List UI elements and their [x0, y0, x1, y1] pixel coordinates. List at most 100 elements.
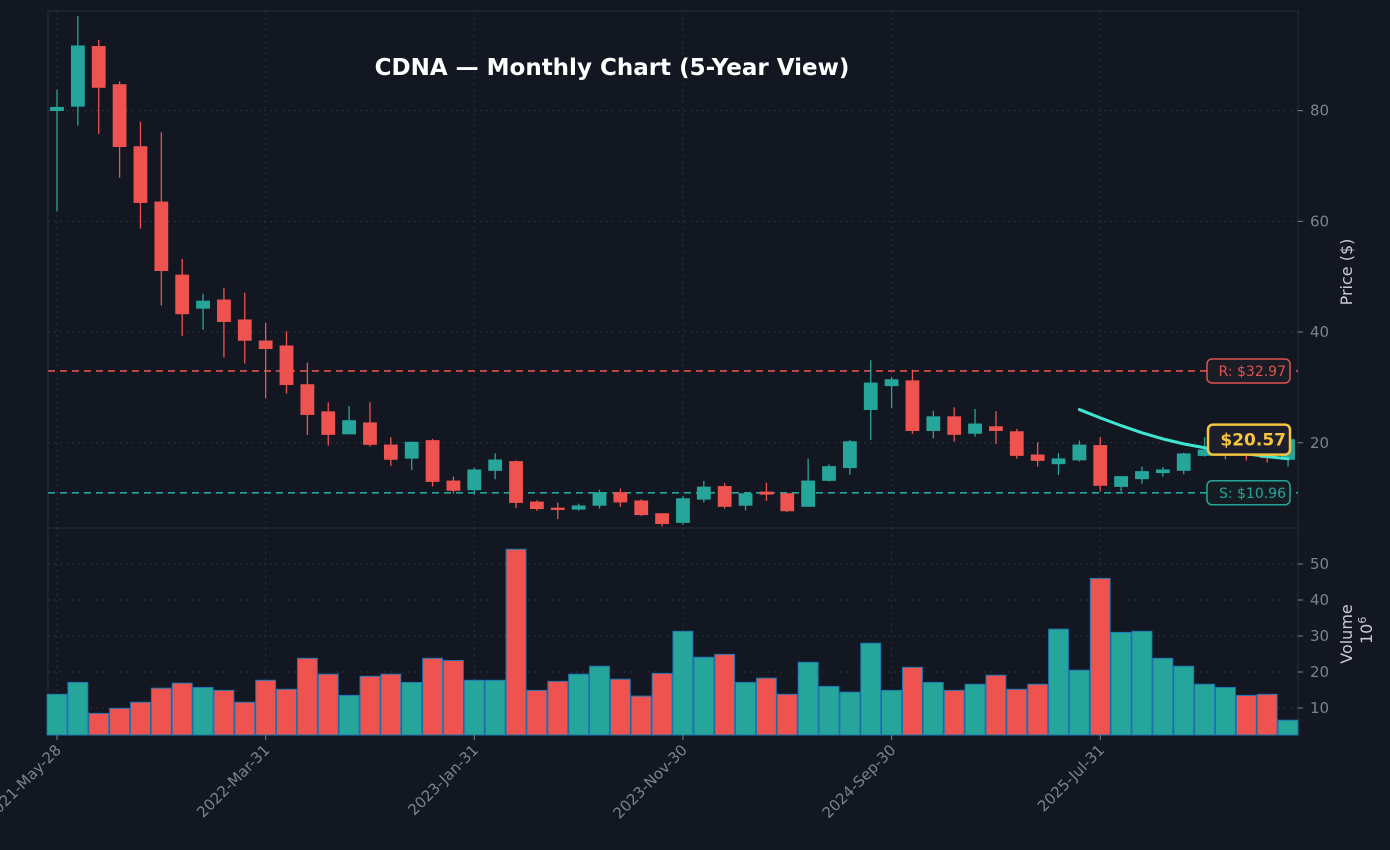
volume-bar	[1194, 683, 1216, 736]
candle-body	[759, 491, 774, 495]
candle	[342, 406, 357, 435]
volume-bar	[1277, 719, 1299, 736]
volume-bar	[755, 677, 777, 736]
candle-body	[91, 46, 106, 88]
price-axis-label: Price ($)	[1337, 239, 1356, 306]
candle	[634, 499, 649, 516]
volume-bar	[943, 689, 965, 736]
volume-axis-exponent: 106	[1356, 617, 1376, 644]
volume-bar	[860, 642, 882, 736]
candle-body	[383, 444, 398, 460]
candle	[383, 437, 398, 467]
candle-body	[154, 201, 169, 272]
volume-bar	[651, 672, 673, 736]
candles	[50, 15, 1295, 527]
candle-body	[655, 513, 669, 524]
candle-body	[989, 426, 1003, 431]
candle-body	[509, 461, 523, 503]
volume-bar	[1027, 683, 1049, 736]
candle	[446, 476, 461, 494]
candle	[112, 81, 127, 178]
candle	[884, 376, 899, 408]
price-tick-label: 40	[1310, 323, 1329, 341]
candle	[655, 513, 669, 527]
volume-bar	[317, 673, 339, 736]
volume-bar	[255, 679, 277, 736]
candle-body	[425, 440, 440, 482]
candle-body	[279, 345, 294, 386]
candle	[1114, 476, 1129, 492]
volume-bar	[296, 657, 318, 736]
price-tick-label: 20	[1310, 434, 1329, 452]
candle-body	[592, 492, 607, 506]
volume-bar	[150, 687, 172, 736]
volume-bar	[902, 666, 923, 736]
volume-tick-label: 50	[1310, 555, 1329, 573]
candle	[550, 502, 565, 520]
candle	[70, 15, 85, 126]
candle	[404, 441, 419, 470]
candle	[613, 488, 628, 507]
volume-bar	[1152, 657, 1174, 736]
volume-bar	[630, 695, 652, 736]
candle-body	[613, 492, 628, 503]
candle	[947, 407, 962, 442]
volume-bar	[463, 679, 485, 736]
volume-tick-label: 30	[1310, 627, 1329, 645]
candle	[300, 362, 315, 436]
candle	[509, 460, 523, 509]
price-tick-label: 80	[1310, 102, 1329, 120]
candle	[1093, 437, 1108, 492]
volume-bar	[422, 657, 444, 736]
volume-bar	[1131, 630, 1153, 736]
candle	[175, 258, 190, 336]
volume-bar	[881, 689, 903, 736]
volume-bar	[922, 681, 944, 736]
candle	[696, 480, 711, 503]
candle-body	[70, 45, 85, 107]
volume-bar	[1110, 631, 1132, 736]
volume-exponent-base: 10	[1357, 624, 1376, 644]
candle	[1176, 452, 1191, 475]
last-price-label: $20.57	[1220, 431, 1286, 451]
candle-body	[801, 480, 816, 507]
candle-body	[1009, 431, 1024, 456]
candle	[676, 495, 690, 525]
volume-bar	[1215, 686, 1236, 736]
candle	[717, 483, 732, 509]
candle-body	[780, 493, 795, 512]
candle	[571, 503, 586, 511]
volume-bar	[1235, 694, 1257, 736]
candle	[258, 322, 273, 399]
candle-body	[1030, 454, 1045, 461]
candle-body	[196, 300, 210, 309]
candle	[217, 287, 231, 358]
volume-tick-label: 10	[1310, 699, 1329, 717]
support-resistance-lines	[48, 370, 1298, 494]
candle-body	[404, 441, 419, 459]
volume-bar	[797, 661, 819, 736]
volume-bar	[818, 685, 840, 736]
candle-body	[175, 274, 190, 315]
candle	[196, 293, 210, 330]
candle	[1009, 428, 1024, 459]
volume-bar	[1048, 628, 1069, 736]
candle-body	[1093, 445, 1108, 486]
price-tick-label: 60	[1310, 212, 1329, 230]
volume-bars	[46, 548, 1299, 736]
volume-axis-label: Volume	[1337, 604, 1356, 664]
candle-body	[863, 382, 878, 410]
volume-bar	[380, 673, 402, 736]
candle-body	[488, 459, 503, 471]
volume-bar	[693, 656, 715, 736]
candle-body	[738, 493, 753, 506]
candle-body	[550, 507, 565, 510]
volume-bar	[338, 694, 360, 736]
volume-bar	[234, 701, 256, 736]
candle-body	[363, 422, 377, 445]
volume-bar	[1089, 577, 1111, 736]
volume-bar	[67, 681, 89, 736]
candle-body	[571, 505, 586, 510]
candle	[801, 458, 816, 507]
